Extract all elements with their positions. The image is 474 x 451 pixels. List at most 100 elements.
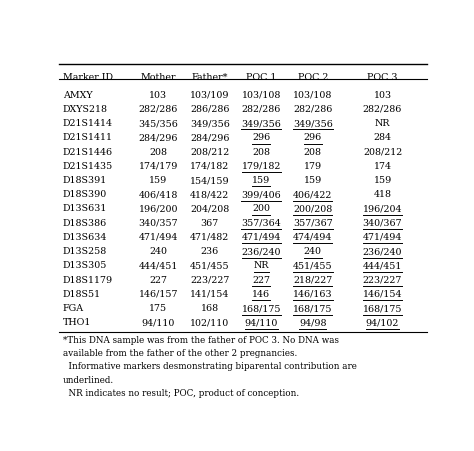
Text: 223/227: 223/227 (190, 276, 229, 285)
Text: 168/175: 168/175 (363, 304, 402, 313)
Text: D21S1411: D21S1411 (63, 133, 113, 143)
Text: 196/200: 196/200 (139, 204, 178, 213)
Text: 103: 103 (149, 91, 167, 100)
Text: Informative markers desmonstrating biparental contribution are: Informative markers desmonstrating bipar… (63, 363, 357, 372)
Text: POC 1: POC 1 (246, 73, 276, 82)
Text: 286/286: 286/286 (190, 105, 229, 114)
Text: 174/179: 174/179 (139, 162, 178, 171)
Text: 282/286: 282/286 (242, 105, 281, 114)
Text: 471/494: 471/494 (363, 233, 402, 242)
Text: 175: 175 (149, 304, 167, 313)
Text: 196/204: 196/204 (363, 204, 402, 213)
Text: THO1: THO1 (63, 318, 91, 327)
Text: 349/356: 349/356 (190, 119, 230, 128)
Text: D21S1435: D21S1435 (63, 162, 113, 171)
Text: D13S634: D13S634 (63, 233, 107, 242)
Text: 174/182: 174/182 (190, 162, 229, 171)
Text: D13S258: D13S258 (63, 247, 107, 256)
Text: 282/286: 282/286 (293, 105, 332, 114)
Text: 208: 208 (304, 147, 322, 156)
Text: 474/494: 474/494 (293, 233, 332, 242)
Text: 94/102: 94/102 (366, 318, 399, 327)
Text: 418/422: 418/422 (190, 190, 229, 199)
Text: 284/296: 284/296 (190, 133, 229, 143)
Text: 282/286: 282/286 (139, 105, 178, 114)
Text: D21S1414: D21S1414 (63, 119, 113, 128)
Text: 200: 200 (252, 204, 270, 213)
Text: 94/110: 94/110 (142, 318, 175, 327)
Text: POC 2: POC 2 (298, 73, 328, 82)
Text: underlined.: underlined. (63, 376, 114, 385)
Text: NR indicates no result; POC, product of conception.: NR indicates no result; POC, product of … (63, 389, 299, 398)
Text: 349/356: 349/356 (293, 119, 333, 128)
Text: 103: 103 (374, 91, 392, 100)
Text: 284/296: 284/296 (139, 133, 178, 143)
Text: DXYS218: DXYS218 (63, 105, 108, 114)
Text: 357/364: 357/364 (241, 219, 281, 228)
Text: 154/159: 154/159 (190, 176, 230, 185)
Text: 146/163: 146/163 (293, 290, 333, 299)
Text: 103/108: 103/108 (293, 91, 332, 100)
Text: 471/482: 471/482 (190, 233, 229, 242)
Text: 168/175: 168/175 (242, 304, 281, 313)
Text: 236/240: 236/240 (242, 247, 281, 256)
Text: 218/227: 218/227 (293, 276, 332, 285)
Text: 159: 159 (252, 176, 271, 185)
Text: 179: 179 (304, 162, 322, 171)
Text: 349/356: 349/356 (241, 119, 281, 128)
Text: 418: 418 (374, 190, 392, 199)
Text: 282/286: 282/286 (363, 105, 402, 114)
Text: 146: 146 (252, 290, 270, 299)
Text: 159: 159 (374, 176, 392, 185)
Text: 406/422: 406/422 (293, 190, 332, 199)
Text: 141/154: 141/154 (190, 290, 229, 299)
Text: 208: 208 (149, 147, 167, 156)
Text: D18S51: D18S51 (63, 290, 101, 299)
Text: NR: NR (375, 119, 390, 128)
Text: 223/227: 223/227 (363, 276, 402, 285)
Text: D18S1179: D18S1179 (63, 276, 113, 285)
Text: *This DNA sample was from the father of POC 3. No DNA was: *This DNA sample was from the father of … (63, 336, 339, 345)
Text: Mother: Mother (141, 73, 176, 82)
Text: 471/494: 471/494 (139, 233, 178, 242)
Text: 240: 240 (149, 247, 167, 256)
Text: D18S390: D18S390 (63, 190, 107, 199)
Text: 296: 296 (303, 133, 322, 143)
Text: Father*: Father* (191, 73, 228, 82)
Text: 146/157: 146/157 (139, 290, 178, 299)
Text: 236: 236 (201, 247, 219, 256)
Text: 367: 367 (201, 219, 219, 228)
Text: 146/154: 146/154 (363, 290, 402, 299)
Text: Marker ID: Marker ID (63, 73, 113, 82)
Text: 204/208: 204/208 (190, 204, 229, 213)
Text: 227: 227 (252, 276, 270, 285)
Text: 357/367: 357/367 (293, 219, 333, 228)
Text: 444/451: 444/451 (363, 262, 402, 271)
Text: 227: 227 (149, 276, 167, 285)
Text: D13S631: D13S631 (63, 204, 107, 213)
Text: 200/208: 200/208 (293, 204, 332, 213)
Text: 284: 284 (374, 133, 392, 143)
Text: 296: 296 (252, 133, 271, 143)
Text: 174: 174 (374, 162, 392, 171)
Text: 471/494: 471/494 (242, 233, 281, 242)
Text: 103/109: 103/109 (190, 91, 229, 100)
Text: 179/182: 179/182 (242, 162, 281, 171)
Text: 159: 159 (149, 176, 168, 185)
Text: 406/418: 406/418 (139, 190, 178, 199)
Text: 451/455: 451/455 (190, 262, 230, 271)
Text: 159: 159 (303, 176, 322, 185)
Text: D21S1446: D21S1446 (63, 147, 113, 156)
Text: 168: 168 (201, 304, 219, 313)
Text: AMXY: AMXY (63, 91, 92, 100)
Text: NR: NR (254, 262, 269, 271)
Text: 94/98: 94/98 (299, 318, 327, 327)
Text: 340/357: 340/357 (138, 219, 178, 228)
Text: D13S305: D13S305 (63, 262, 107, 271)
Text: 340/367: 340/367 (363, 219, 402, 228)
Text: 236/240: 236/240 (363, 247, 402, 256)
Text: 94/110: 94/110 (245, 318, 278, 327)
Text: FGA: FGA (63, 304, 84, 313)
Text: POC 3: POC 3 (367, 73, 398, 82)
Text: 444/451: 444/451 (139, 262, 178, 271)
